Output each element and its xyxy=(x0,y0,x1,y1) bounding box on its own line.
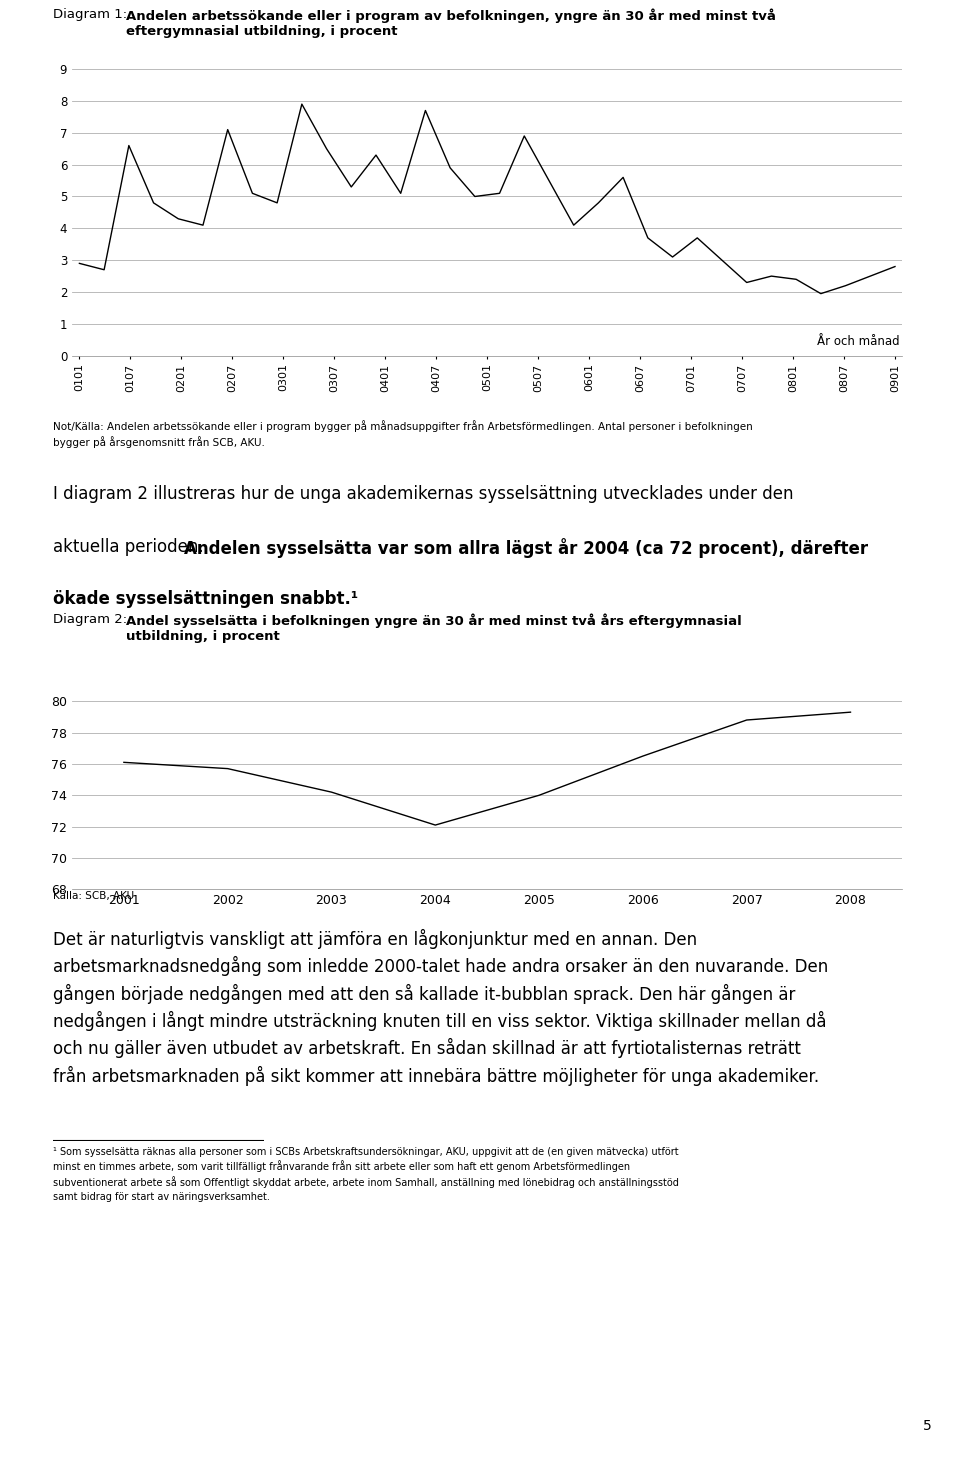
Text: Källa: SCB, AKU: Källa: SCB, AKU xyxy=(53,891,134,901)
Text: Det är naturligtvis vanskligt att jämföra en lågkonjunktur med en annan. Den
arb: Det är naturligtvis vanskligt att jämför… xyxy=(53,929,828,1086)
Text: ¹ Som sysselsätta räknas alla personer som i SCBs Arbetskraftsundersökningar, AK: ¹ Som sysselsätta räknas alla personer s… xyxy=(53,1147,679,1201)
Text: Not/Källa: Andelen arbetssökande eller i program bygger på månadsuppgifter från : Not/Källa: Andelen arbetssökande eller i… xyxy=(53,420,753,448)
Text: Andel sysselsätta i befolkningen yngre än 30 år med minst två års eftergymnasial: Andel sysselsätta i befolkningen yngre ä… xyxy=(126,613,742,642)
Text: I diagram 2 illustreras hur de unga akademikernas sysselsättning utvecklades und: I diagram 2 illustreras hur de unga akad… xyxy=(53,485,793,503)
Text: aktuella perioden.: aktuella perioden. xyxy=(53,538,208,556)
Text: Diagram 2:: Diagram 2: xyxy=(53,613,132,626)
Text: År och månad: År och månad xyxy=(817,335,900,348)
Text: 5: 5 xyxy=(923,1419,931,1433)
Text: Diagram 1:: Diagram 1: xyxy=(53,7,132,21)
Text: Andelen sysselsätta var som allra lägst år 2004 (ca 72 procent), därefter: Andelen sysselsätta var som allra lägst … xyxy=(183,538,868,557)
Text: Andelen arbetssökande eller i program av befolkningen, yngre än 30 år med minst : Andelen arbetssökande eller i program av… xyxy=(126,7,776,38)
Text: ökade sysselsättningen snabbt.¹: ökade sysselsättningen snabbt.¹ xyxy=(53,589,358,609)
